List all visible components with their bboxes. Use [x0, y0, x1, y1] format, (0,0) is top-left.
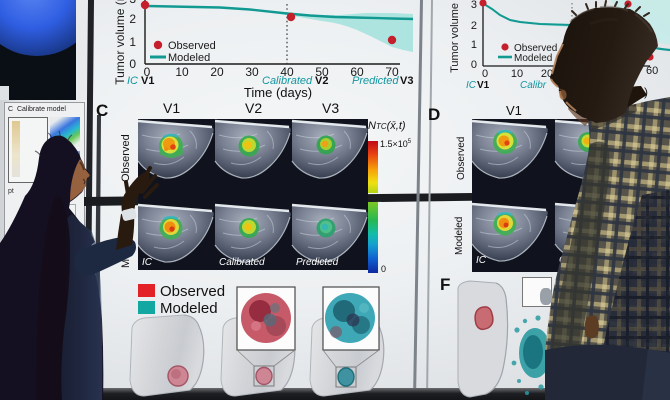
svg-text:60: 60 [350, 65, 364, 79]
svg-text:Tumor volume (m: Tumor volume (m [449, 0, 461, 73]
svg-text:IC: IC [476, 255, 487, 266]
svg-text:20: 20 [210, 65, 224, 79]
svg-text:Predicted: Predicted [352, 75, 399, 87]
svg-text:10: 10 [175, 65, 189, 79]
svg-text:60: 60 [646, 65, 658, 77]
svg-text:Time (days): Time (days) [244, 85, 312, 100]
svg-text:0: 0 [129, 57, 136, 71]
svg-text:2: 2 [471, 20, 477, 32]
svg-text:1: 1 [129, 35, 136, 49]
svg-text:1: 1 [471, 39, 477, 51]
svg-text:50: 50 [315, 65, 329, 79]
svg-text:Tumor volume (m: Tumor volume (m [113, 0, 127, 85]
svg-text:IC: IC [127, 75, 138, 87]
svg-text:3: 3 [471, 0, 477, 11]
svg-text:Calibr: Calibr [520, 80, 547, 91]
svg-text:F: F [440, 275, 450, 294]
svg-text:V1: V1 [477, 80, 490, 91]
svg-text:0: 0 [144, 65, 151, 79]
svg-text:Calibrated: Calibrated [219, 257, 265, 268]
svg-text:V1: V1 [141, 75, 154, 87]
svg-text:Observed: Observed [514, 43, 557, 54]
svg-text:3: 3 [129, 0, 136, 6]
svg-text:Observed: Observed [168, 40, 216, 52]
svg-text:IC: IC [142, 257, 153, 268]
svg-text:V3: V3 [400, 75, 413, 87]
svg-text:Predicted: Predicted [296, 257, 339, 268]
svg-text:Calibrated: Calibrated [262, 75, 313, 87]
svg-text:70: 70 [385, 65, 399, 79]
svg-text:V2: V2 [315, 75, 328, 87]
svg-text:IC: IC [466, 80, 477, 91]
svg-text:10: 10 [511, 68, 523, 80]
svg-text:2: 2 [129, 12, 136, 26]
svg-text:0: 0 [482, 68, 488, 80]
svg-text:0: 0 [471, 59, 477, 71]
svg-text:Modeled: Modeled [168, 52, 210, 64]
svg-text:Modeled: Modeled [514, 53, 552, 64]
svg-text:30: 30 [245, 65, 259, 79]
svg-text:40: 40 [280, 65, 294, 79]
